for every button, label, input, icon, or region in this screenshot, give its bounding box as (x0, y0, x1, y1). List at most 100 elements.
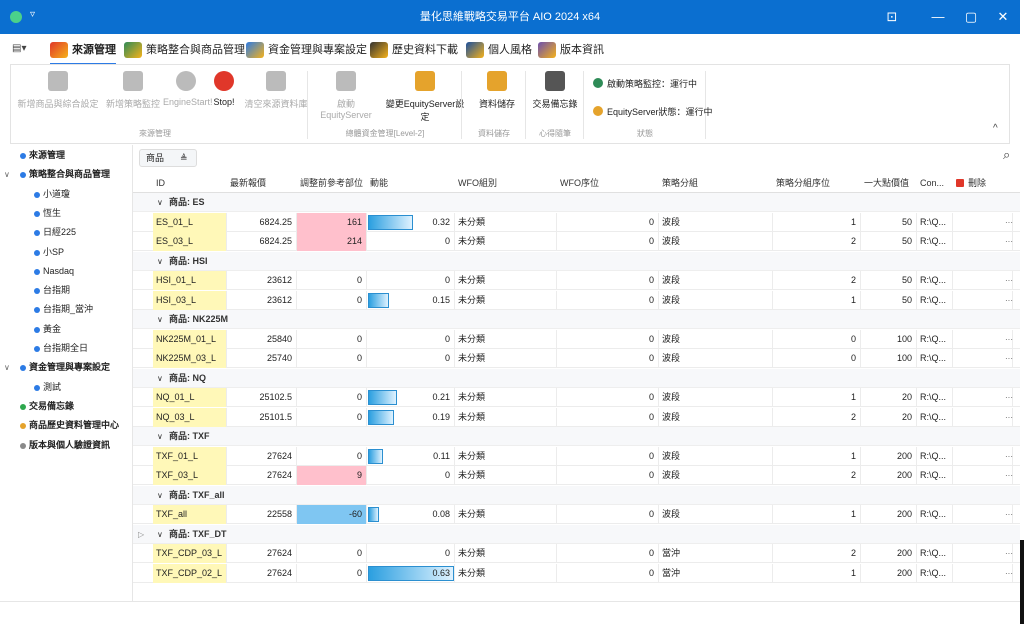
chevron-down-icon[interactable]: ∨ (157, 373, 163, 383)
chevron-down-icon[interactable]: ∨ (157, 198, 163, 207)
group-row[interactable]: 商品: TXF_DT ∨ ▷ (133, 524, 1020, 544)
ribbon-button-5[interactable]: 清空來源資料庫 (243, 71, 309, 119)
row-expander-icon[interactable]: ▷ (138, 529, 145, 539)
table-row[interactable]: NQ_01_L 25102.5 0 0.21 未分類 0 波段 1 20 R:\Q... ··· (133, 388, 1020, 407)
table-row[interactable]: TXF_CDP_02_L 27624 0 0.63 未分類 0 當沖 1 200 R:\Q... ·… (133, 563, 1020, 583)
table-row[interactable]: NQ_03_L 25101.5 0 0.19 未分類 0 波段 2 20 R:\Q... ··· (133, 407, 1020, 427)
more-icon[interactable]: ··· (1005, 295, 1013, 305)
chevron-down-icon[interactable]: ∨ (157, 256, 163, 266)
cell-delete[interactable] (953, 290, 1013, 310)
more-icon[interactable]: ··· (1005, 451, 1013, 461)
cell-delete[interactable] (953, 329, 1013, 349)
group-row[interactable]: 商品: TXF_all ∨ (133, 485, 1020, 505)
group-row[interactable]: 商品: NK225M ∨ (133, 310, 1020, 329)
ribbon-button-8[interactable]: 資料儲存 (471, 71, 523, 119)
chevron-down-icon[interactable]: ∨ (4, 363, 10, 373)
column-header-7[interactable]: 策略分組 (662, 178, 699, 188)
table-row[interactable]: NK225M_03_L 25740 0 0 未分類 0 波段 0 100 R:\Q... ··· (133, 349, 1020, 368)
table-row[interactable]: TXF_CDP_03_L 27624 0 0 未分類 0 當沖 2 200 R:\Q... ··· (133, 544, 1020, 563)
column-header-3[interactable]: 調整前參考部位 (300, 178, 364, 188)
pin-button[interactable]: ⊡ (886, 9, 898, 24)
ribbon-button-1[interactable]: 新增商品與綜合設定 (15, 71, 101, 119)
more-icon[interactable]: ··· (1005, 276, 1013, 285)
quick-access-icon[interactable]: ▤▾ (12, 43, 27, 54)
cell-delete[interactable] (953, 271, 1013, 290)
sidebar-item-16[interactable]: 版本與個人驗證資訊 (0, 436, 132, 455)
column-header-10[interactable]: Con... (920, 178, 945, 188)
tab-6[interactable]: 版本資訊 (538, 39, 604, 61)
ribbon-button-9[interactable]: 交易備忘錄 (529, 71, 581, 119)
chevron-down-icon[interactable]: ∨ (157, 490, 163, 500)
more-icon[interactable]: ··· (1005, 549, 1013, 558)
tab-5[interactable]: 個人風格 (466, 39, 532, 61)
column-header-11[interactable]: 刪除 (968, 178, 987, 188)
table-row[interactable]: TXF_all 22558 -60 0.08 未分類 0 波段 1 200 R:\Q... ··· (133, 505, 1020, 524)
sidebar-item-6[interactable]: 小SP (0, 243, 132, 262)
ribbon-button-2[interactable]: 新增策略監控 (105, 71, 161, 119)
more-icon[interactable]: ··· (1005, 237, 1013, 246)
sidebar-item-9[interactable]: 台指期_當沖 (0, 300, 132, 319)
column-header-9[interactable]: 一大點價值 (864, 178, 910, 188)
cell-delete[interactable] (953, 505, 1013, 524)
cell-delete[interactable] (953, 544, 1013, 563)
sidebar-item-4[interactable]: 恆生 (0, 204, 132, 223)
sidebar-item-5[interactable]: 日經225 (0, 223, 132, 242)
group-row[interactable]: 商品: ES ∨ (133, 193, 1020, 212)
more-icon[interactable]: ··· (1005, 334, 1013, 344)
table-row[interactable]: HSI_01_L 23612 0 0 未分類 0 波段 2 50 R:\Q... ··· (133, 271, 1020, 290)
collapse-ribbon-icon[interactable]: ^ (993, 123, 998, 134)
more-icon[interactable]: ··· (1005, 217, 1013, 227)
sidebar-item-2[interactable]: ∨ 策略整合與商品管理 (0, 165, 132, 184)
tab-4[interactable]: 歷史資料下載 (370, 39, 458, 61)
close-button[interactable]: ✕ (997, 9, 1009, 24)
ribbon-button-4[interactable]: Stop! (209, 71, 239, 119)
cell-delete[interactable] (953, 407, 1013, 427)
chevron-down-icon[interactable]: ∨ (157, 529, 163, 539)
sidebar-item-7[interactable]: Nasdaq (0, 262, 132, 281)
table-row[interactable]: ES_03_L 6824.25 214 0 未分類 0 波段 2 50 R:\Q... ··· (133, 232, 1020, 251)
system-menu-icon[interactable]: ▿ (30, 9, 36, 20)
sidebar-item-15[interactable]: 商品歷史資料管理中心 (0, 416, 132, 435)
minimize-button[interactable]: — (931, 9, 945, 24)
tab-2[interactable]: 策略整合與商品管理 (124, 39, 245, 61)
sidebar-item-1[interactable]: 來源管理 (0, 146, 132, 165)
sidebar-item-10[interactable]: 黃金 (0, 320, 132, 339)
more-icon[interactable]: ··· (1005, 412, 1013, 422)
ribbon-button-3[interactable]: EngineStart! (163, 71, 213, 119)
ribbon-button-6[interactable]: 啟動EquityServer (313, 71, 379, 120)
column-header-4[interactable]: 動能 (370, 178, 389, 188)
column-header-8[interactable]: 策略分組序位 (776, 178, 831, 188)
tab-3[interactable]: 資金管理與專案設定 (246, 39, 367, 61)
cell-delete[interactable] (953, 466, 1013, 485)
table-row[interactable]: HSI_03_L 23612 0 0.15 未分類 0 波段 1 50 R:\Q... ··· (133, 290, 1020, 310)
more-icon[interactable]: ··· (1005, 393, 1013, 402)
sidebar-item-3[interactable]: 小道瓊 (0, 185, 132, 204)
sidebar-item-12[interactable]: ∨ 資金管理與專案設定 (0, 358, 132, 377)
search-icon[interactable]: ⌕ (1003, 147, 1011, 162)
column-header-2[interactable]: 最新報價 (230, 178, 267, 188)
more-icon[interactable]: ··· (1005, 471, 1013, 480)
sidebar-item-14[interactable]: 交易備忘錄 (0, 397, 132, 416)
cell-delete[interactable] (953, 349, 1013, 368)
sidebar-item-11[interactable]: 台指期全日 (0, 339, 132, 358)
cell-delete[interactable] (953, 232, 1013, 251)
chevron-down-icon[interactable]: ∨ (4, 170, 10, 180)
maximize-button[interactable]: ▢ (964, 9, 978, 24)
table-row[interactable]: ES_01_L 6824.25 161 0.32 未分類 0 波段 1 50 R:\Q... ··· (133, 212, 1020, 232)
cell-delete[interactable] (953, 212, 1013, 232)
cell-delete[interactable] (953, 446, 1013, 466)
column-header-6[interactable]: WFO序位 (560, 178, 599, 188)
column-header-5[interactable]: WFO組別 (458, 178, 497, 188)
group-row[interactable]: 商品: HSI ∨ (133, 251, 1020, 271)
sidebar-item-8[interactable]: 台指期 (0, 281, 132, 300)
group-row[interactable]: 商品: TXF ∨ (133, 427, 1020, 446)
cell-delete[interactable] (953, 388, 1013, 407)
cell-delete[interactable] (953, 563, 1013, 583)
table-row[interactable]: TXF_01_L 27624 0 0.11 未分類 0 波段 1 200 R:\Q... ··· (133, 446, 1020, 466)
ribbon-button-7[interactable]: 變更EquityServer設定 (383, 71, 467, 122)
sort-icon[interactable]: ≜ (180, 153, 188, 163)
table-row[interactable]: NK225M_01_L 25840 0 0 未分類 0 波段 0 100 R:\Q... ··· (133, 329, 1020, 349)
group-by-chip[interactable]: 商品 ≜ (139, 149, 197, 167)
column-header-1[interactable]: ID (156, 178, 165, 188)
more-icon[interactable]: ··· (1005, 354, 1013, 363)
